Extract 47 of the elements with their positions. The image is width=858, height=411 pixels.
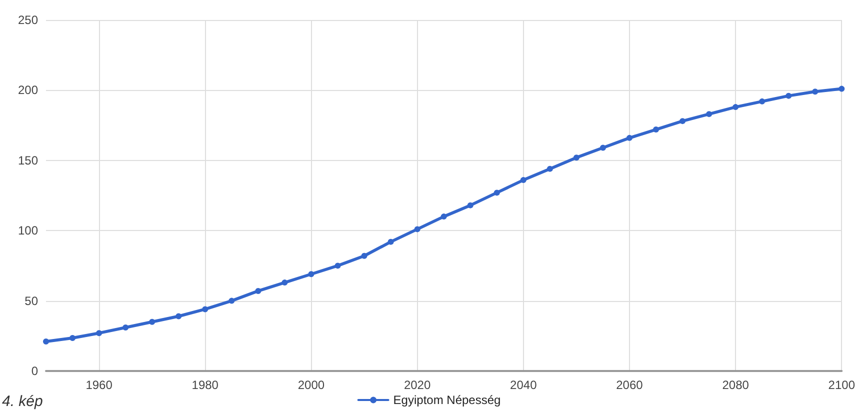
x-tick-label: 2020 <box>404 378 431 392</box>
x-tick-label: 1960 <box>86 378 113 392</box>
point <box>680 118 686 124</box>
point <box>388 238 394 245</box>
point <box>786 92 792 99</box>
x-tick-label: 2000 <box>298 378 325 392</box>
point <box>838 86 845 92</box>
y-tick-label: 50 <box>24 294 38 308</box>
legend-label: Egyiptom Népesség <box>393 393 501 407</box>
point <box>228 298 235 304</box>
point <box>812 88 818 95</box>
point <box>122 324 129 330</box>
point <box>96 330 102 336</box>
point <box>255 288 262 294</box>
point <box>520 177 526 184</box>
point <box>282 280 288 286</box>
x-tick-label: 2060 <box>616 378 644 392</box>
text: 4. kép <box>2 393 43 410</box>
point <box>546 166 553 172</box>
x-tick-label: 2100 <box>828 378 856 392</box>
y-tick-label: 150 <box>18 153 38 168</box>
point <box>149 318 156 325</box>
y-tick-label: 250 <box>18 13 38 27</box>
point <box>732 104 739 110</box>
point <box>334 262 341 269</box>
point <box>202 306 208 312</box>
point <box>176 313 182 320</box>
point <box>653 126 659 133</box>
point <box>43 338 49 345</box>
point <box>494 190 500 196</box>
point <box>759 98 766 104</box>
point <box>308 271 314 278</box>
x-tick-label: 2080 <box>722 378 750 392</box>
point <box>414 226 420 232</box>
x-tick-label: 2040 <box>510 378 538 392</box>
point <box>467 202 474 208</box>
y-tick-label: 0 <box>31 364 38 378</box>
y-tick-label: 100 <box>18 224 38 238</box>
x-tick-label: 1980 <box>192 378 219 392</box>
point <box>70 335 76 342</box>
point <box>706 111 712 118</box>
point <box>440 214 447 220</box>
point <box>626 134 632 141</box>
y-tick-label: 200 <box>18 83 38 98</box>
point <box>573 154 580 161</box>
point <box>361 252 368 259</box>
point <box>600 144 606 151</box>
